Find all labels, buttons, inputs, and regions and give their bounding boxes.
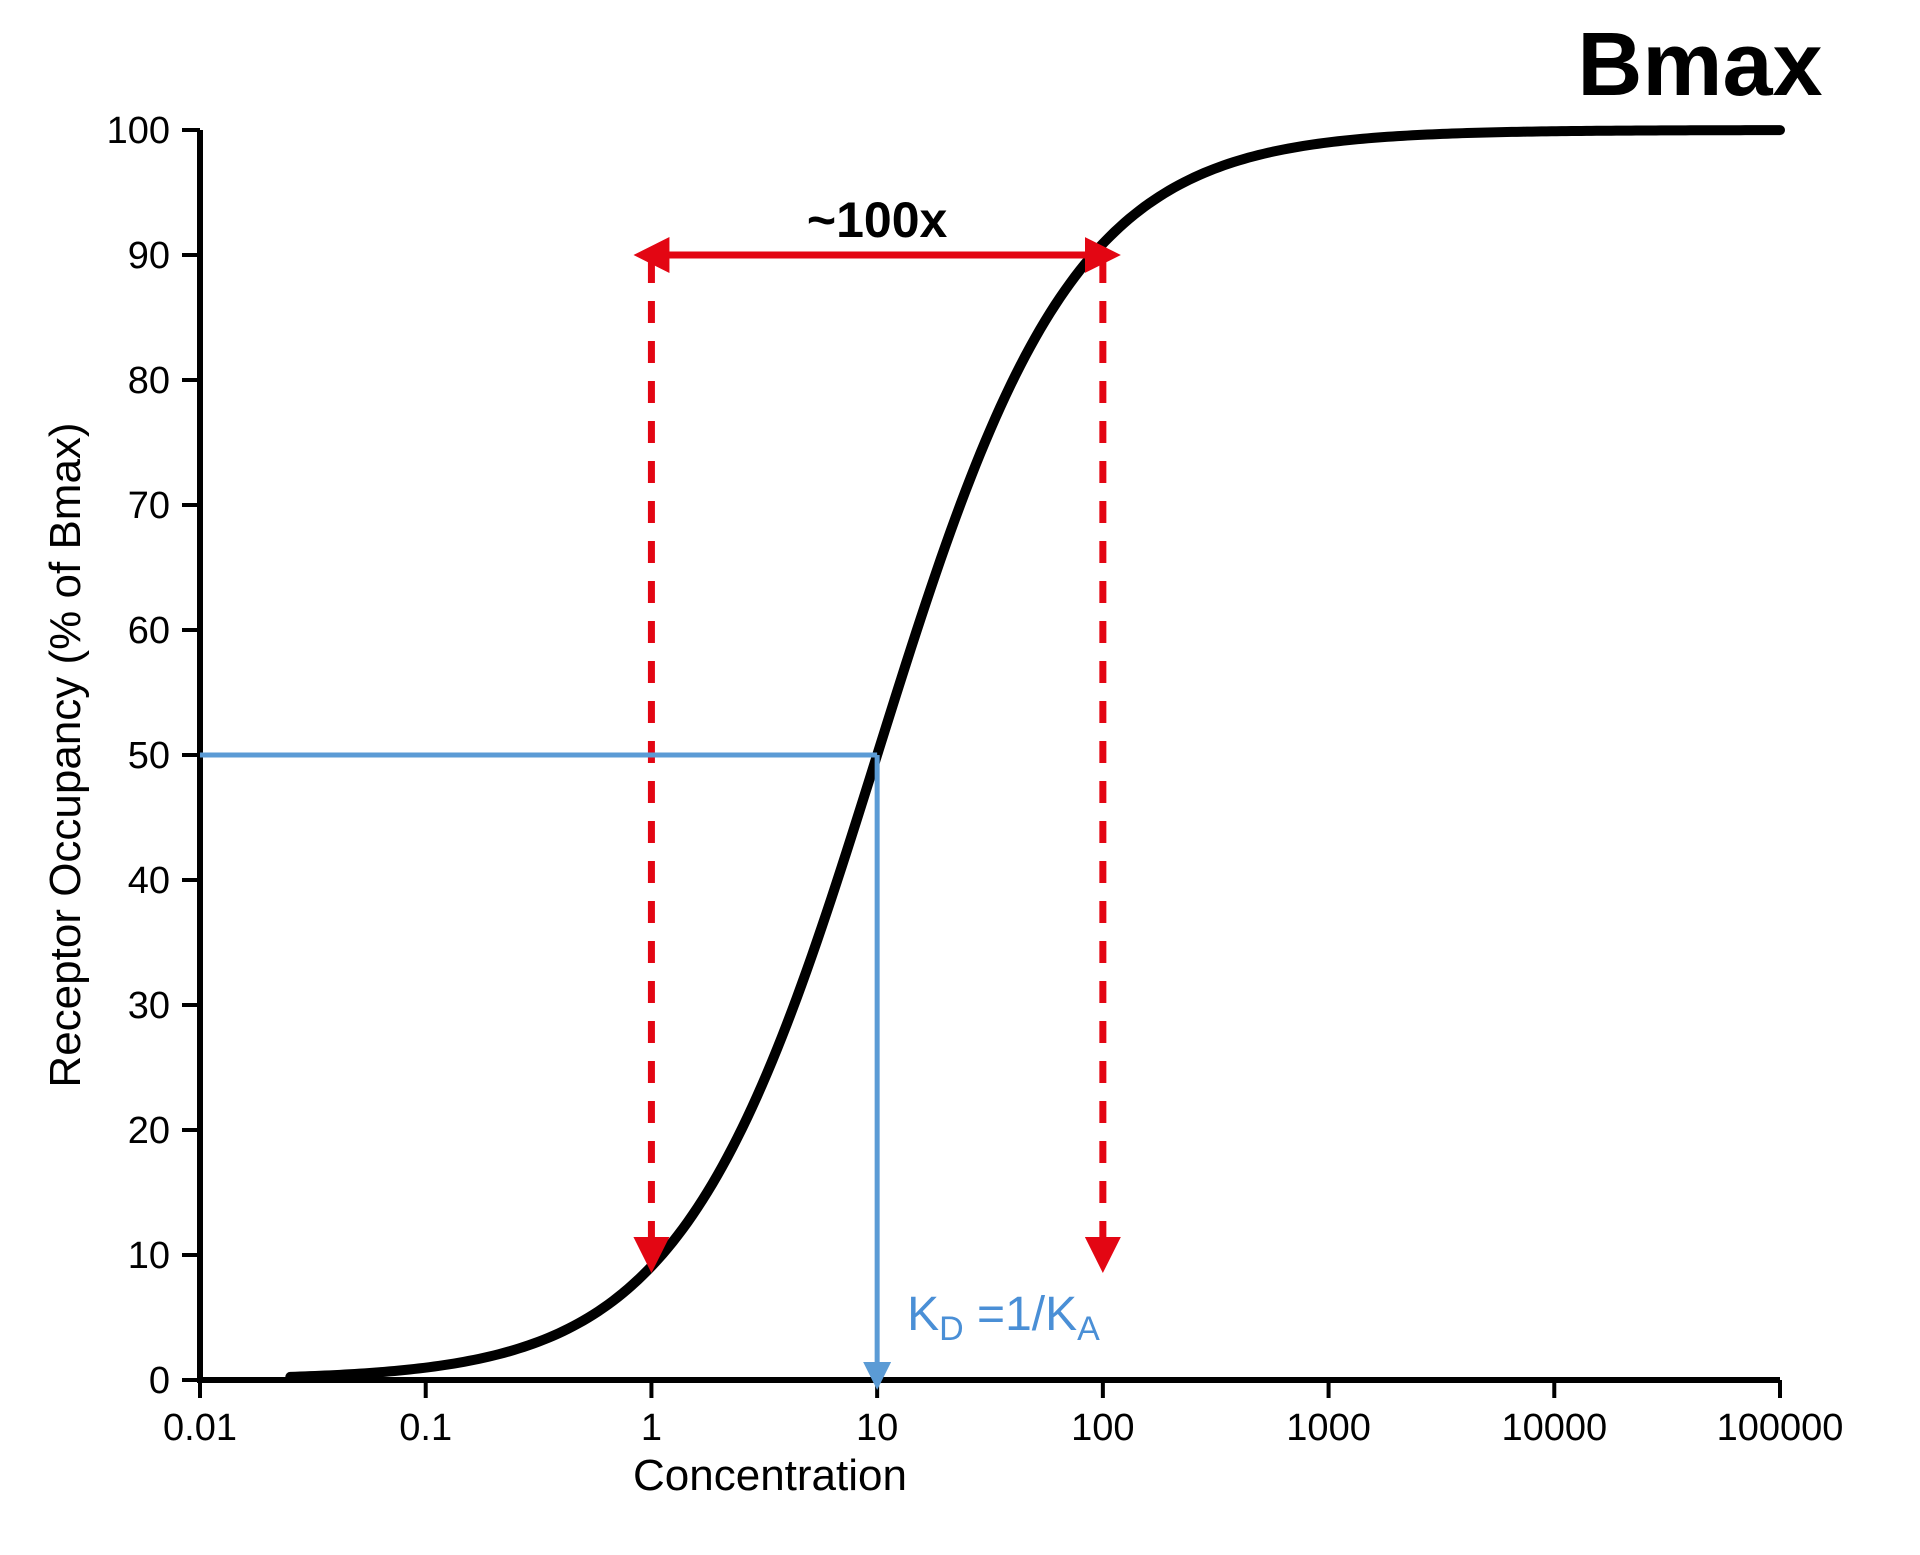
y-tick-label: 80	[128, 360, 170, 402]
bmax-label: Bmax	[1577, 15, 1822, 115]
chart-svg: 0.010.1110100100010000100000Concentratio…	[0, 0, 1920, 1555]
y-tick-label: 100	[107, 110, 170, 152]
x-tick-label: 1	[641, 1407, 662, 1449]
x-tick-label: 100	[1071, 1407, 1134, 1449]
y-tick-label: 70	[128, 485, 170, 527]
x-tick-label: 10	[856, 1407, 898, 1449]
y-tick-label: 0	[149, 1360, 170, 1402]
y-tick-label: 20	[128, 1110, 170, 1152]
x-tick-label: 1000	[1286, 1407, 1371, 1449]
y-axis-title: Receptor Occupancy (% of Bmax)	[41, 422, 90, 1087]
x-tick-label: 0.1	[399, 1407, 452, 1449]
binding-curve-chart: 0.010.1110100100010000100000Concentratio…	[0, 0, 1920, 1555]
y-tick-label: 60	[128, 610, 170, 652]
x-tick-label: 0.01	[163, 1407, 237, 1449]
x-tick-label: 10000	[1501, 1407, 1607, 1449]
y-tick-label: 40	[128, 860, 170, 902]
range-label: ~100x	[807, 192, 948, 248]
y-tick-label: 90	[128, 235, 170, 277]
y-tick-label: 30	[128, 985, 170, 1027]
y-tick-label: 50	[128, 735, 170, 777]
y-tick-label: 10	[128, 1235, 170, 1277]
kd-label: KD =1/KA	[907, 1288, 1100, 1348]
x-tick-label: 100000	[1717, 1407, 1844, 1449]
x-axis-title: Concentration	[633, 1451, 907, 1500]
